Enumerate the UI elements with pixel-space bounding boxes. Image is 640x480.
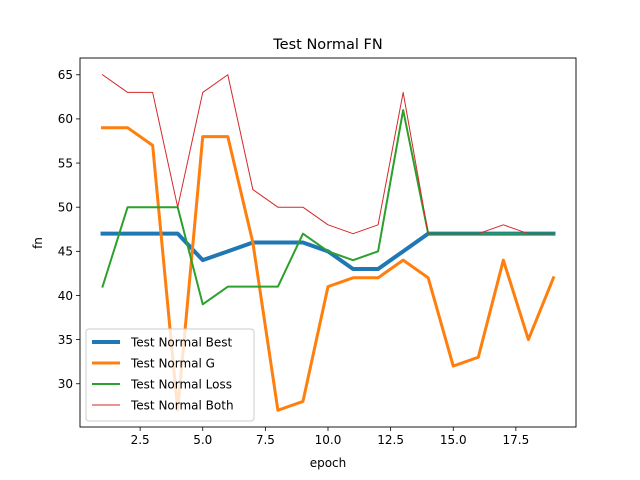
legend-label: Test Normal Best — [130, 335, 233, 349]
series-line-4 — [101, 74, 554, 235]
y-axis: 30 35 40 45 50 55 60 65 — [58, 68, 80, 391]
x-tick-label: 10.0 — [315, 433, 342, 447]
y-tick-label: 40 — [58, 289, 73, 303]
x-tick-label: 17.5 — [503, 433, 530, 447]
y-tick-label: 60 — [58, 112, 73, 126]
legend-box — [85, 328, 255, 422]
x-tick-label: 7.5 — [256, 433, 275, 447]
legend: Test Normal Best Test Normal G Test Normal… — [85, 328, 255, 422]
series-lines — [100, 74, 556, 412]
x-tick-label: 12.5 — [377, 433, 404, 447]
legend-label: Test Normal Loss — [130, 377, 232, 391]
y-axis-label: fn — [31, 237, 45, 249]
y-tick-label: 30 — [58, 377, 73, 391]
y-tick-label: 55 — [58, 156, 73, 170]
x-tick-label: 15.0 — [440, 433, 467, 447]
y-tick-label: 35 — [58, 333, 73, 347]
x-tick-label: 2.5 — [131, 433, 150, 447]
x-tick-label: 5.0 — [193, 433, 212, 447]
y-tick-label: 45 — [58, 245, 73, 259]
legend-label: Test Normal Both — [130, 398, 234, 412]
y-tick-label: 50 — [58, 200, 73, 214]
chart-title: Test Normal FN — [272, 37, 382, 53]
y-tick-label: 65 — [58, 68, 73, 82]
legend-label: Test Normal G — [130, 356, 215, 370]
axes-frame — [79, 57, 577, 428]
x-axis: 2.5 5.0 7.5 10.0 12.5 15.0 17.5 — [131, 427, 530, 447]
x-axis-label: epoch — [310, 456, 347, 470]
